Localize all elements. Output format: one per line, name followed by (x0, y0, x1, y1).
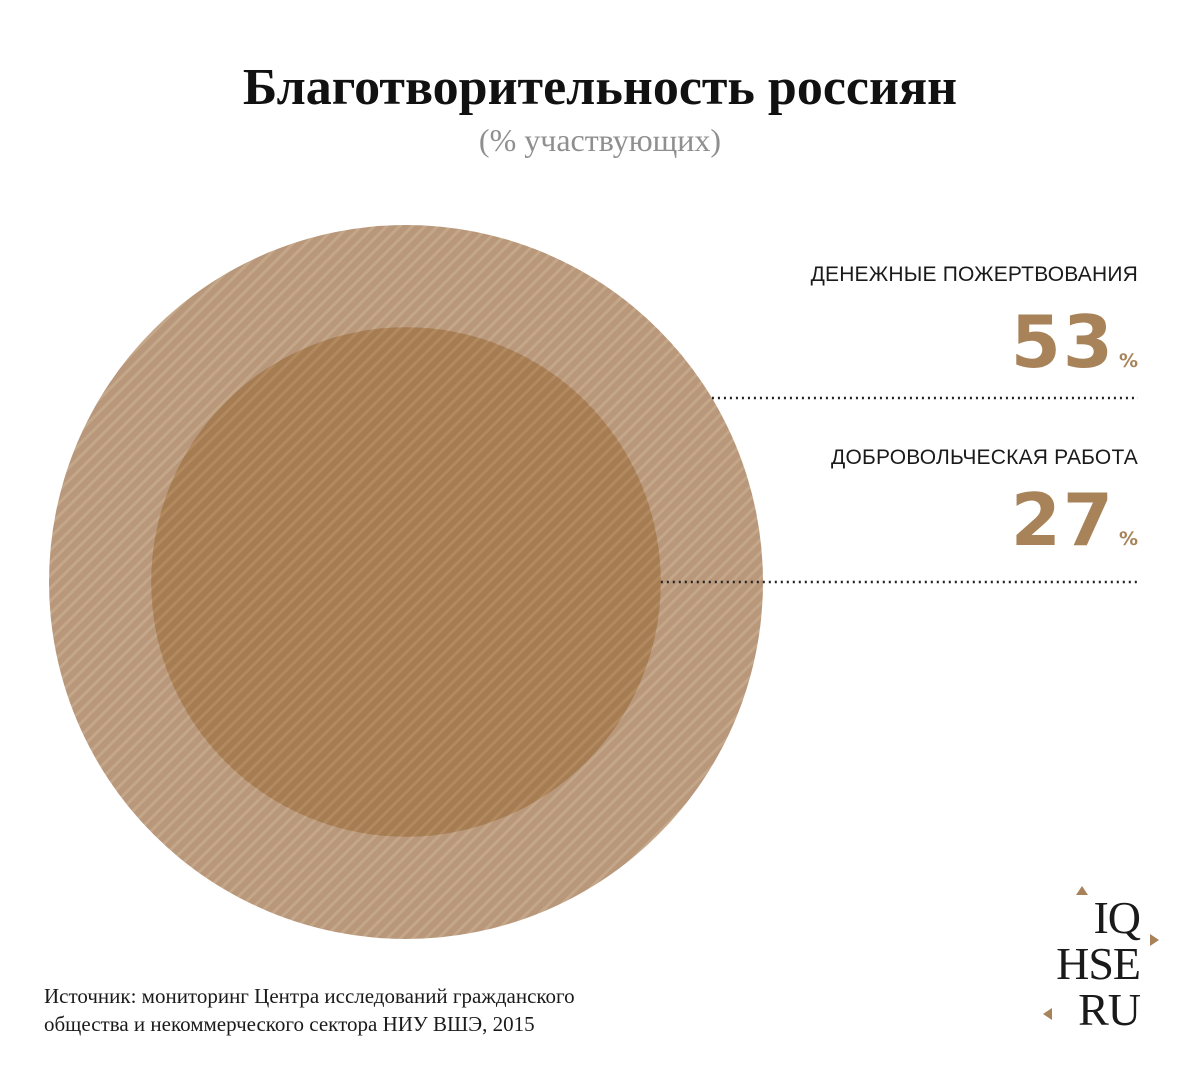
chart-title: Благотворительность россиян (242, 59, 958, 116)
source-note: Источник: мониторинг Центра исследований… (44, 982, 804, 1038)
value-money-unit: % (1118, 350, 1138, 372)
value-volunteer: 27% (838, 480, 1138, 560)
value-volunteer-number: 27 (1010, 478, 1115, 562)
source-line-2: общества и некоммерческого сектора НИУ В… (44, 1012, 535, 1036)
value-money-number: 53 (1010, 300, 1115, 384)
logo-line-hse: HSE (1056, 938, 1141, 989)
logo-triangle-left-icon (1043, 1008, 1052, 1020)
value-money: 53% (838, 302, 1138, 382)
value-volunteer-unit: % (1118, 528, 1138, 550)
iq-hse-logo: IQ HSE RU (1040, 880, 1170, 1050)
category-label-volunteer: ДОБРОВОЛЬЧЕСКАЯ РАБОТА (831, 446, 1138, 469)
circle-volunteer (151, 327, 661, 837)
source-line-1: Источник: мониторинг Центра исследований… (44, 984, 575, 1008)
logo-line-iq: IQ (1093, 892, 1141, 943)
logo-line-ru: RU (1078, 984, 1141, 1035)
logo-triangle-right-icon (1150, 934, 1159, 946)
logo-triangle-up-icon (1076, 886, 1088, 895)
chart-subtitle: (% участвующих) (478, 122, 722, 158)
category-label-money: ДЕНЕЖНЫЕ ПОЖЕРТВОВАНИЯ (810, 263, 1138, 286)
